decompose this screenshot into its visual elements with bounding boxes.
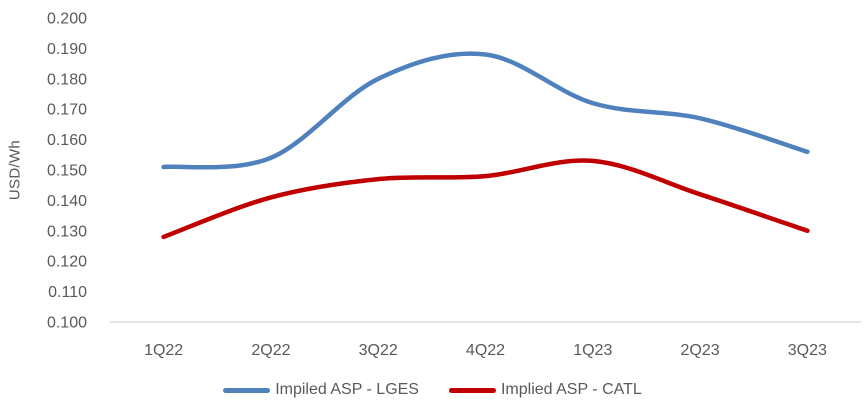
y-tick-label: 0.190 xyxy=(47,41,87,58)
y-tick-label: 0.170 xyxy=(47,102,87,119)
legend-label-lges: Impiled ASP - LGES xyxy=(275,381,419,398)
y-tick-label: 0.100 xyxy=(47,315,87,332)
y-tick-label: 0.150 xyxy=(47,163,87,180)
series-line-lges xyxy=(161,51,810,170)
lges-line-swatch-icon xyxy=(223,387,271,393)
series-line-catl xyxy=(161,158,810,240)
y-tick-label: 0.130 xyxy=(47,223,87,240)
y-tick-label: 0.200 xyxy=(47,11,87,28)
y-tick-label: 0.120 xyxy=(47,254,87,271)
catl-line-swatch-icon xyxy=(448,387,496,393)
x-tick-label: 4Q22 xyxy=(466,342,505,359)
y-tick-label: 0.140 xyxy=(47,193,87,210)
x-tick-label: 1Q22 xyxy=(144,342,183,359)
x-tick-label: 3Q22 xyxy=(359,342,398,359)
x-tick-label: 3Q23 xyxy=(788,342,827,359)
legend-item-lges: Impiled ASP - LGES xyxy=(223,381,419,399)
y-tick-label: 0.110 xyxy=(48,284,87,301)
legend-label-catl: Implied ASP - CATL xyxy=(500,381,642,398)
x-tick-label: 1Q23 xyxy=(573,342,612,359)
x-tick-label: 2Q23 xyxy=(681,342,720,359)
x-tick-label: 2Q22 xyxy=(251,342,290,359)
legend-item-catl: Implied ASP - CATL xyxy=(448,381,642,399)
y-tick-label: 0.180 xyxy=(47,71,87,88)
y-axis-title: USD/Wh xyxy=(6,139,24,201)
chart-legend: Impiled ASP - LGES Implied ASP - CATL xyxy=(0,381,865,399)
y-tick-label: 0.160 xyxy=(47,132,87,149)
chart-plot-area: 0.100 0.110 0.120 0.130 0.140 0.150 0.160 0.170… xyxy=(47,11,861,359)
